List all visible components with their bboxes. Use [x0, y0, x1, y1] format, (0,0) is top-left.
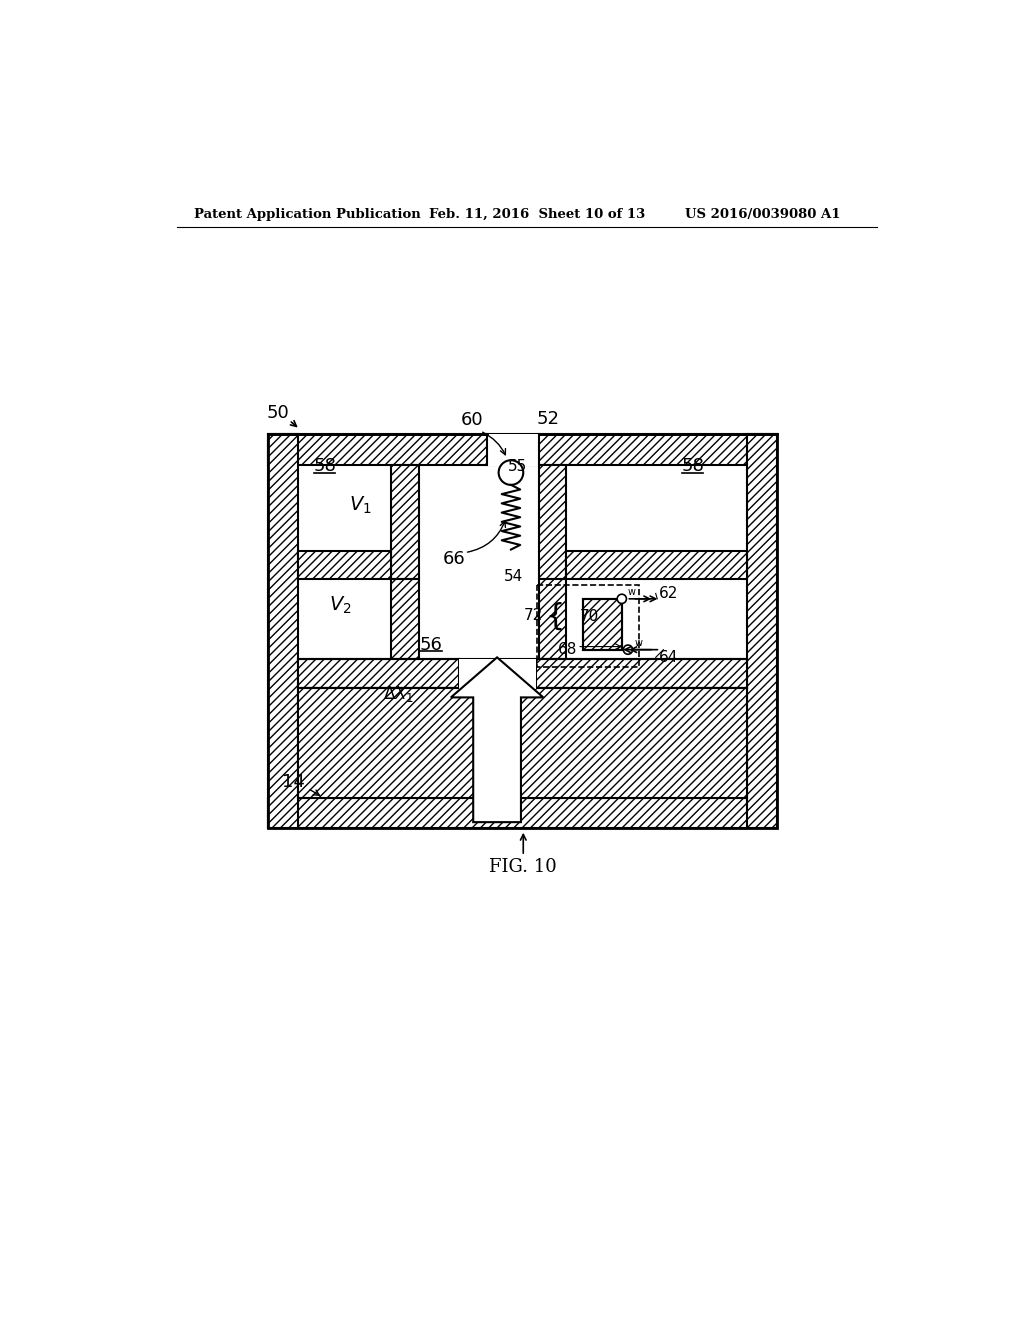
Text: $V_1$: $V_1$: [348, 494, 372, 516]
Text: 60: 60: [461, 412, 483, 429]
Bar: [584, 599, 622, 649]
Bar: [539, 578, 566, 659]
Bar: [584, 599, 622, 649]
Text: 14: 14: [283, 774, 305, 791]
Text: Feb. 11, 2016  Sheet 10 of 13: Feb. 11, 2016 Sheet 10 of 13: [429, 209, 645, 222]
Bar: [298, 688, 746, 797]
Bar: [746, 434, 777, 829]
Text: {: {: [545, 602, 564, 630]
Text: $V_2$: $V_2$: [329, 594, 351, 615]
Text: 68: 68: [558, 642, 578, 657]
Text: 64: 64: [658, 649, 678, 665]
Text: 62: 62: [658, 586, 678, 601]
Text: 50: 50: [267, 404, 290, 421]
Bar: [566, 552, 746, 578]
Circle shape: [617, 594, 627, 603]
Text: $\Delta X_1$: $\Delta X_1$: [383, 684, 414, 704]
Text: 72: 72: [524, 609, 544, 623]
Bar: [391, 578, 419, 659]
Bar: [267, 434, 777, 829]
Text: US 2016/0039080 A1: US 2016/0039080 A1: [685, 209, 841, 222]
Text: 55: 55: [508, 459, 527, 474]
Bar: [267, 434, 298, 829]
Bar: [460, 659, 537, 689]
Text: 58: 58: [313, 458, 336, 475]
Text: 58: 58: [681, 458, 705, 475]
Bar: [298, 552, 391, 578]
Bar: [539, 465, 566, 579]
Bar: [267, 434, 777, 465]
Text: FIG. 10: FIG. 10: [489, 858, 557, 875]
Text: 52: 52: [537, 409, 559, 428]
Text: 70: 70: [580, 609, 599, 624]
Bar: [487, 434, 539, 466]
Text: 54: 54: [504, 569, 523, 583]
Bar: [391, 465, 419, 579]
Text: 56: 56: [420, 636, 442, 653]
Text: 66: 66: [442, 550, 465, 568]
Bar: [538, 585, 639, 667]
Circle shape: [624, 645, 633, 655]
Bar: [267, 797, 777, 829]
Bar: [298, 659, 746, 688]
Text: w: w: [628, 587, 636, 597]
Text: w: w: [634, 638, 642, 648]
Polygon shape: [451, 657, 544, 822]
Circle shape: [499, 461, 523, 484]
Text: Patent Application Publication: Patent Application Publication: [194, 209, 421, 222]
